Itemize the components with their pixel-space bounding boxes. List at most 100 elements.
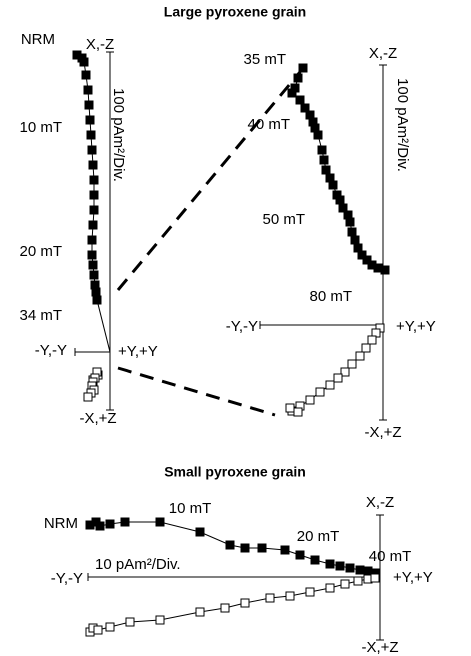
demag-point <box>317 145 327 155</box>
demag-point <box>89 205 99 215</box>
trace-line <box>291 67 386 271</box>
demag-point <box>88 220 98 230</box>
demag-point <box>333 373 343 383</box>
demag-point <box>325 380 335 390</box>
demag-point <box>345 217 355 227</box>
axis-label: -Y,-Y <box>226 318 258 335</box>
demag-point <box>300 103 310 113</box>
demag-point <box>89 270 99 280</box>
demag-point <box>357 250 367 260</box>
step-label: 20 mT <box>297 528 340 545</box>
zoom-guide <box>116 71 302 291</box>
demag-point <box>220 603 230 613</box>
demag-point <box>305 395 315 405</box>
demag-point <box>91 287 101 297</box>
demag-point <box>335 561 345 571</box>
demag-point <box>95 521 105 531</box>
demag-point <box>83 85 93 95</box>
demag-point <box>295 95 305 105</box>
demag-point <box>280 545 290 555</box>
axis-label: +Y,+Y <box>118 343 158 360</box>
demag-point <box>87 145 97 155</box>
axis-label: -Y,-Y <box>35 342 67 359</box>
demag-point <box>315 387 325 397</box>
step-label: 80 mT <box>309 288 352 305</box>
demag-point <box>338 203 348 213</box>
demag-point <box>240 543 250 553</box>
demag-point <box>347 359 357 369</box>
demag-point <box>353 576 363 586</box>
step-label: 10 mT <box>169 500 212 517</box>
step-label: NRM <box>21 31 55 48</box>
origin-link <box>96 299 111 353</box>
demag-point <box>295 550 305 560</box>
demag-point <box>155 615 165 625</box>
step-label: 50 mT <box>262 211 305 228</box>
demag-point <box>105 622 115 632</box>
axis-label: X,-Z <box>86 36 114 53</box>
axis-label: +Y,+Y <box>396 318 436 335</box>
demag-point <box>355 565 365 575</box>
demag-point <box>362 255 372 265</box>
demag-point <box>87 235 97 245</box>
demag-point <box>355 351 365 361</box>
demag-point <box>265 593 275 603</box>
demag-point <box>335 195 345 205</box>
demag-point <box>81 70 91 80</box>
demag-point <box>380 265 390 275</box>
step-label: 34 mT <box>19 307 62 324</box>
demag-point <box>361 343 371 353</box>
demag-point <box>367 335 377 345</box>
demag-point <box>93 625 103 635</box>
panel-title: Small pyroxene grain <box>164 464 306 480</box>
demag-point <box>225 540 235 550</box>
demag-point <box>321 165 331 175</box>
demag-point <box>155 517 165 527</box>
demag-point <box>285 591 295 601</box>
demag-point <box>79 57 89 67</box>
demag-point <box>350 235 360 245</box>
step-label: NRM <box>44 515 78 532</box>
axis-label: X,-Z <box>369 45 397 62</box>
axis-label: X,-Z <box>366 494 394 511</box>
demag-point <box>84 100 94 110</box>
demag-point <box>240 598 250 608</box>
axis-label: -Y,-Y <box>51 570 83 587</box>
demag-point <box>325 559 335 569</box>
demag-point <box>313 130 323 140</box>
demag-point <box>370 573 380 583</box>
demag-point <box>89 175 99 185</box>
demag-point <box>347 227 357 237</box>
demag-point <box>328 180 338 190</box>
demag-point <box>287 88 297 98</box>
demag-point <box>195 607 205 617</box>
demag-point <box>285 403 295 413</box>
demag-point <box>85 115 95 125</box>
demag-point <box>305 587 315 597</box>
demag-point <box>310 555 320 565</box>
scale-label: 10 pAm²/Div. <box>95 556 181 573</box>
demag-point <box>345 563 355 573</box>
demag-point <box>298 63 308 73</box>
demag-point <box>293 407 303 417</box>
demag-point <box>87 250 97 260</box>
panel-title: Large pyroxene grain <box>164 4 306 20</box>
step-label: 35 mT <box>243 51 286 68</box>
step-label: 20 mT <box>19 243 62 260</box>
demag-point <box>340 579 350 589</box>
axis-label: -X,+Z <box>361 639 398 656</box>
demag-point <box>88 260 98 270</box>
scale-label: 100 pAm²/Div. <box>110 88 127 182</box>
demag-point <box>88 160 98 170</box>
demag-point <box>83 392 93 402</box>
demag-point <box>125 617 135 627</box>
zoom-guide <box>117 366 276 417</box>
axis-label: +Y,+Y <box>393 569 433 586</box>
demag-point <box>319 155 329 165</box>
axis-label: -X,+Z <box>364 424 401 441</box>
demag-point <box>105 519 115 529</box>
step-label: 40 mT <box>247 116 290 133</box>
trace-line <box>288 327 381 413</box>
demag-point <box>120 517 130 527</box>
